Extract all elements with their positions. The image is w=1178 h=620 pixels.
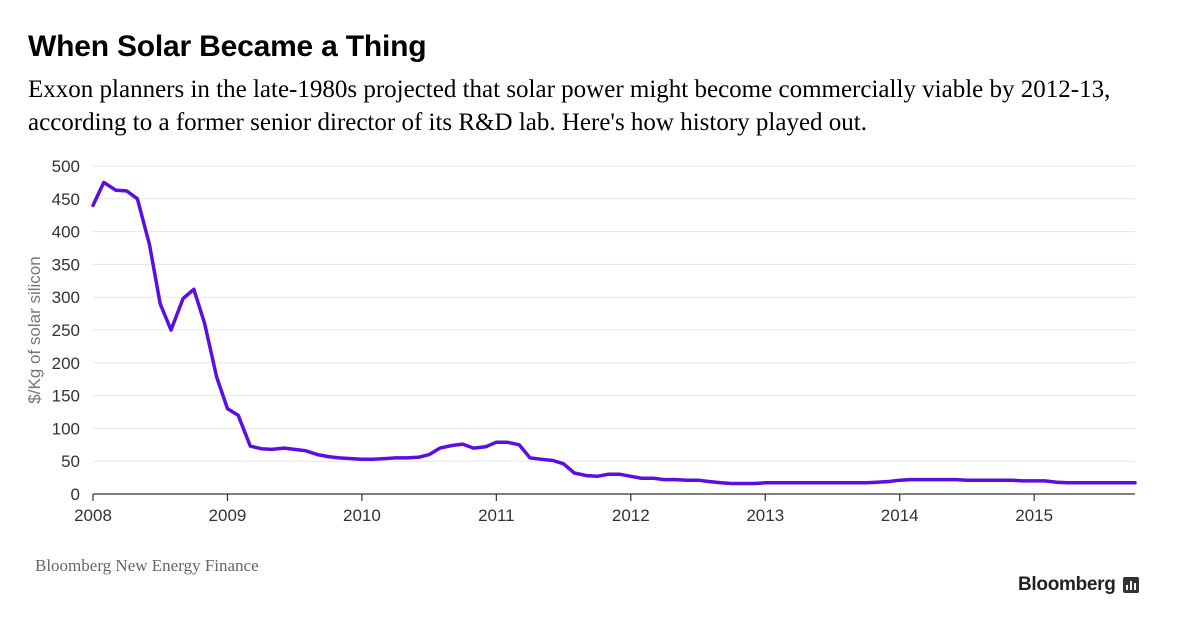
y-tick-label: 200 — [52, 354, 80, 373]
y-tick-label: 250 — [52, 321, 80, 340]
gridlines — [93, 165, 1135, 462]
y-tick-label: 50 — [61, 452, 80, 471]
x-tick-label: 2009 — [209, 506, 247, 525]
price-series-line — [91, 180, 1137, 486]
x-tick-label: 2008 — [74, 506, 112, 525]
bar-chart-icon — [1122, 577, 1139, 593]
x-axis-ticks: 2008 2009 2010 2011 2012 2013 2014 2015 — [74, 494, 1053, 525]
y-axis-label: $/Kg of solar silicon — [25, 256, 44, 403]
y-tick-label: 150 — [52, 387, 80, 406]
chart-title: When Solar Became a Thing — [28, 30, 427, 63]
x-tick-label: 2015 — [1015, 506, 1053, 525]
bloomberg-logo: Bloomberg — [1018, 574, 1139, 596]
x-tick-label: 2010 — [343, 506, 381, 525]
y-tick-label: 0 — [71, 485, 80, 504]
y-tick-label: 300 — [52, 288, 80, 307]
x-tick-label: 2014 — [881, 506, 919, 525]
x-tick-label: 2012 — [612, 506, 650, 525]
y-tick-label: 400 — [52, 223, 80, 242]
chart-subtitle: Exxon planners in the late-1980s project… — [28, 76, 1111, 136]
source-note: Bloomberg New Energy Finance — [35, 556, 259, 575]
y-tick-label: 350 — [52, 255, 80, 274]
y-tick-label: 500 — [52, 157, 80, 176]
x-tick-label: 2011 — [478, 506, 515, 525]
y-tick-label: 450 — [52, 190, 80, 209]
logo-wordmark: Bloomberg — [1018, 574, 1116, 595]
x-tick-label: 2013 — [746, 506, 784, 525]
y-axis-ticks: 0 50 100 150 200 250 300 350 400 450 500 — [52, 157, 80, 504]
y-tick-label: 100 — [52, 419, 80, 438]
